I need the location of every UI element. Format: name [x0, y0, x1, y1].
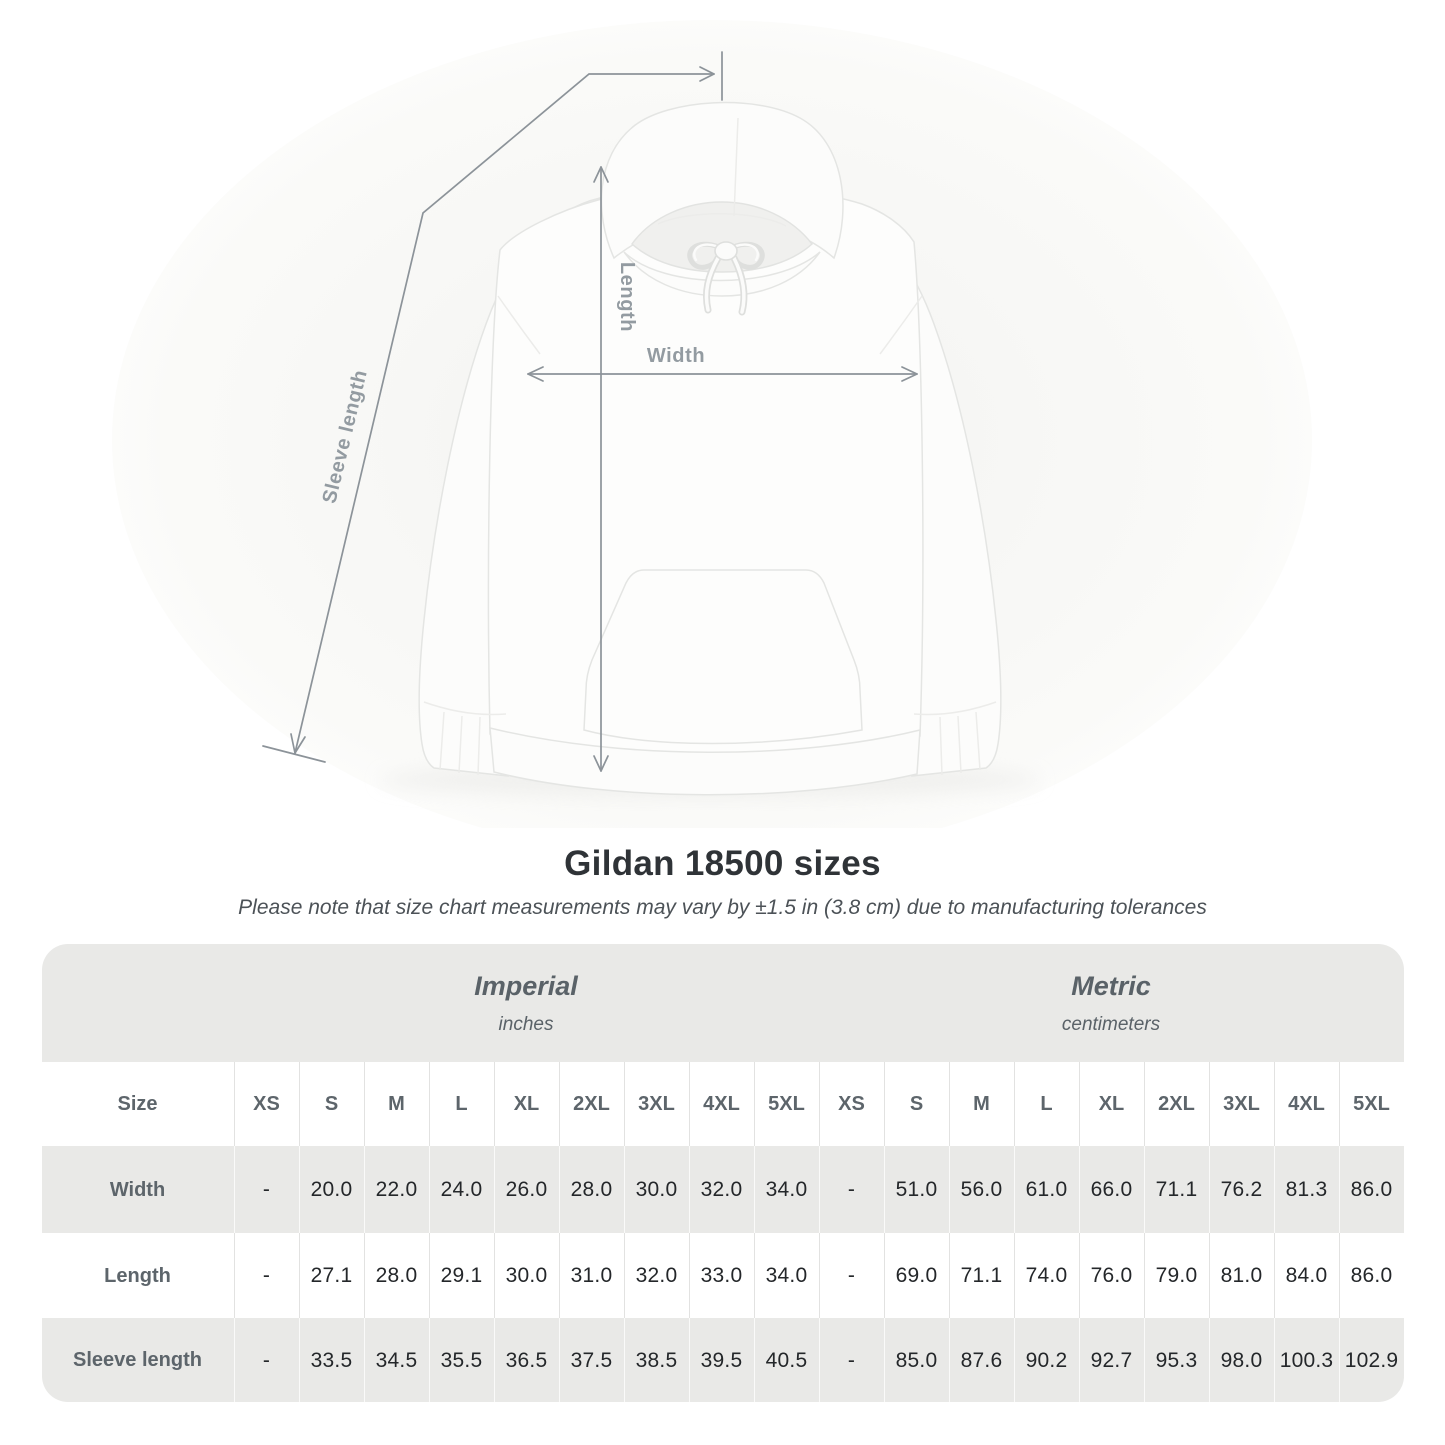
- value-cell: 56.0: [948, 1146, 1014, 1233]
- value-cell: 37.5: [558, 1318, 624, 1402]
- value-cell: 81.0: [1208, 1233, 1274, 1318]
- value-cell: 92.7: [1078, 1318, 1144, 1402]
- width-label: Width: [647, 345, 705, 367]
- value-cell: 34.0: [753, 1233, 819, 1318]
- size-header-cell: M: [363, 1062, 429, 1146]
- size-table: Imperial inches Metric centimeters Size XS S M L…: [41, 944, 1404, 1402]
- value-cell: -: [233, 1146, 299, 1233]
- value-cell: 76.0: [1078, 1233, 1144, 1318]
- size-header-cell: 4XL: [688, 1062, 754, 1146]
- row-label: Width: [41, 1146, 234, 1233]
- value-cell: 39.5: [688, 1318, 754, 1402]
- hoodie-collar: [623, 251, 821, 297]
- hoodie-drawstrings: [687, 241, 765, 316]
- value-cell: 98.0: [1208, 1318, 1274, 1402]
- value-cell: 87.6: [948, 1318, 1014, 1402]
- value-cell: 31.0: [558, 1233, 624, 1318]
- size-header-cell: XS: [233, 1062, 299, 1146]
- tolerance-note: Please note that size chart measurements…: [238, 896, 1207, 919]
- value-cell: 27.1: [298, 1233, 364, 1318]
- value-cell: 51.0: [883, 1146, 949, 1233]
- length-label: Length: [616, 262, 638, 332]
- size-header-cell: XL: [1078, 1062, 1144, 1146]
- value-cell: 85.0: [883, 1318, 949, 1402]
- size-header-cell: L: [428, 1062, 494, 1146]
- size-column-header: Size: [117, 1093, 158, 1115]
- value-cell: 30.0: [493, 1233, 559, 1318]
- size-header-cell: XL: [493, 1062, 559, 1146]
- value-cell: 32.0: [623, 1233, 689, 1318]
- value-cell: 90.2: [1013, 1318, 1079, 1402]
- value-cell: 71.1: [948, 1233, 1014, 1318]
- value-cell: 79.0: [1143, 1233, 1209, 1318]
- value-cell: 33.5: [298, 1318, 364, 1402]
- value-cell: 61.0: [1013, 1146, 1079, 1233]
- value-cell: 30.0: [623, 1146, 689, 1233]
- value-cell: 84.0: [1273, 1233, 1339, 1318]
- size-header-cell: 2XL: [1143, 1062, 1209, 1146]
- value-cell: 35.5: [428, 1318, 494, 1402]
- unit-group-sublabel: centimeters: [1061, 1013, 1161, 1035]
- size-header-cell: 2XL: [558, 1062, 624, 1146]
- size-header-cell: 3XL: [623, 1062, 689, 1146]
- row-label: Length: [104, 1264, 171, 1287]
- value-cell: 34.5: [363, 1318, 429, 1402]
- value-cell: -: [818, 1233, 884, 1318]
- unit-group-sublabel: inches: [498, 1013, 554, 1035]
- value-cell: 95.3: [1143, 1318, 1209, 1402]
- unit-group-label: Metric: [1071, 970, 1151, 1001]
- length-arrow: [593, 166, 609, 772]
- hoodie-measurement-diagram: Sleeve length Length Width: [112, 20, 1312, 828]
- size-header-cell: S: [298, 1062, 364, 1146]
- value-cell: 26.0: [493, 1146, 559, 1233]
- value-cell: 71.1: [1143, 1146, 1209, 1233]
- value-cell: 29.1: [428, 1233, 494, 1318]
- value-cell: 86.0: [1338, 1233, 1404, 1318]
- size-header-cell: S: [883, 1062, 949, 1146]
- hoodie-illustration: [380, 101, 1040, 797]
- value-cell: -: [818, 1146, 884, 1233]
- size-header-cell: M: [948, 1062, 1014, 1146]
- hoodie-hem-band: [489, 727, 921, 796]
- value-cell: 86.0: [1338, 1146, 1404, 1233]
- page-title: Gildan 18500 sizes: [564, 844, 881, 883]
- value-cell: 22.0: [363, 1146, 429, 1233]
- value-cell: 20.0: [298, 1146, 364, 1233]
- value-cell: 100.3: [1273, 1318, 1339, 1402]
- value-cell: 38.5: [623, 1318, 689, 1402]
- value-cell: -: [818, 1318, 884, 1402]
- value-cell: 36.5: [493, 1318, 559, 1402]
- value-cell: 69.0: [883, 1233, 949, 1318]
- size-header-cell: L: [1013, 1062, 1079, 1146]
- value-cell: 32.0: [688, 1146, 754, 1233]
- size-header-cell: 3XL: [1208, 1062, 1274, 1146]
- imperial-header: Imperial inches: [233, 944, 819, 1062]
- value-cell: 34.0: [753, 1146, 819, 1233]
- value-cell: 102.9: [1338, 1318, 1404, 1402]
- value-cell: 74.0: [1013, 1233, 1079, 1318]
- value-cell: 28.0: [558, 1146, 624, 1233]
- row-label: Sleeve length: [41, 1318, 234, 1402]
- value-cell: 81.3: [1273, 1146, 1339, 1233]
- value-cell: 40.5: [753, 1318, 819, 1402]
- value-cell: 76.2: [1208, 1146, 1274, 1233]
- sleeve-length-line: [262, 51, 723, 763]
- metric-header: Metric centimeters: [818, 944, 1404, 1062]
- value-cell: -: [233, 1233, 299, 1318]
- unit-group-label: Imperial: [474, 970, 578, 1001]
- value-cell: 24.0: [428, 1146, 494, 1233]
- size-header-cell: 5XL: [1338, 1062, 1404, 1146]
- value-cell: 66.0: [1078, 1146, 1144, 1233]
- hoodie-pocket: [583, 569, 863, 745]
- size-header-cell: XS: [818, 1062, 884, 1146]
- size-header-cell: 5XL: [753, 1062, 819, 1146]
- value-cell: 28.0: [363, 1233, 429, 1318]
- width-arrow: [527, 366, 918, 382]
- value-cell: 33.0: [688, 1233, 754, 1318]
- table-corner-cell: [41, 944, 234, 1062]
- value-cell: -: [233, 1318, 299, 1402]
- size-header-cell: 4XL: [1273, 1062, 1339, 1146]
